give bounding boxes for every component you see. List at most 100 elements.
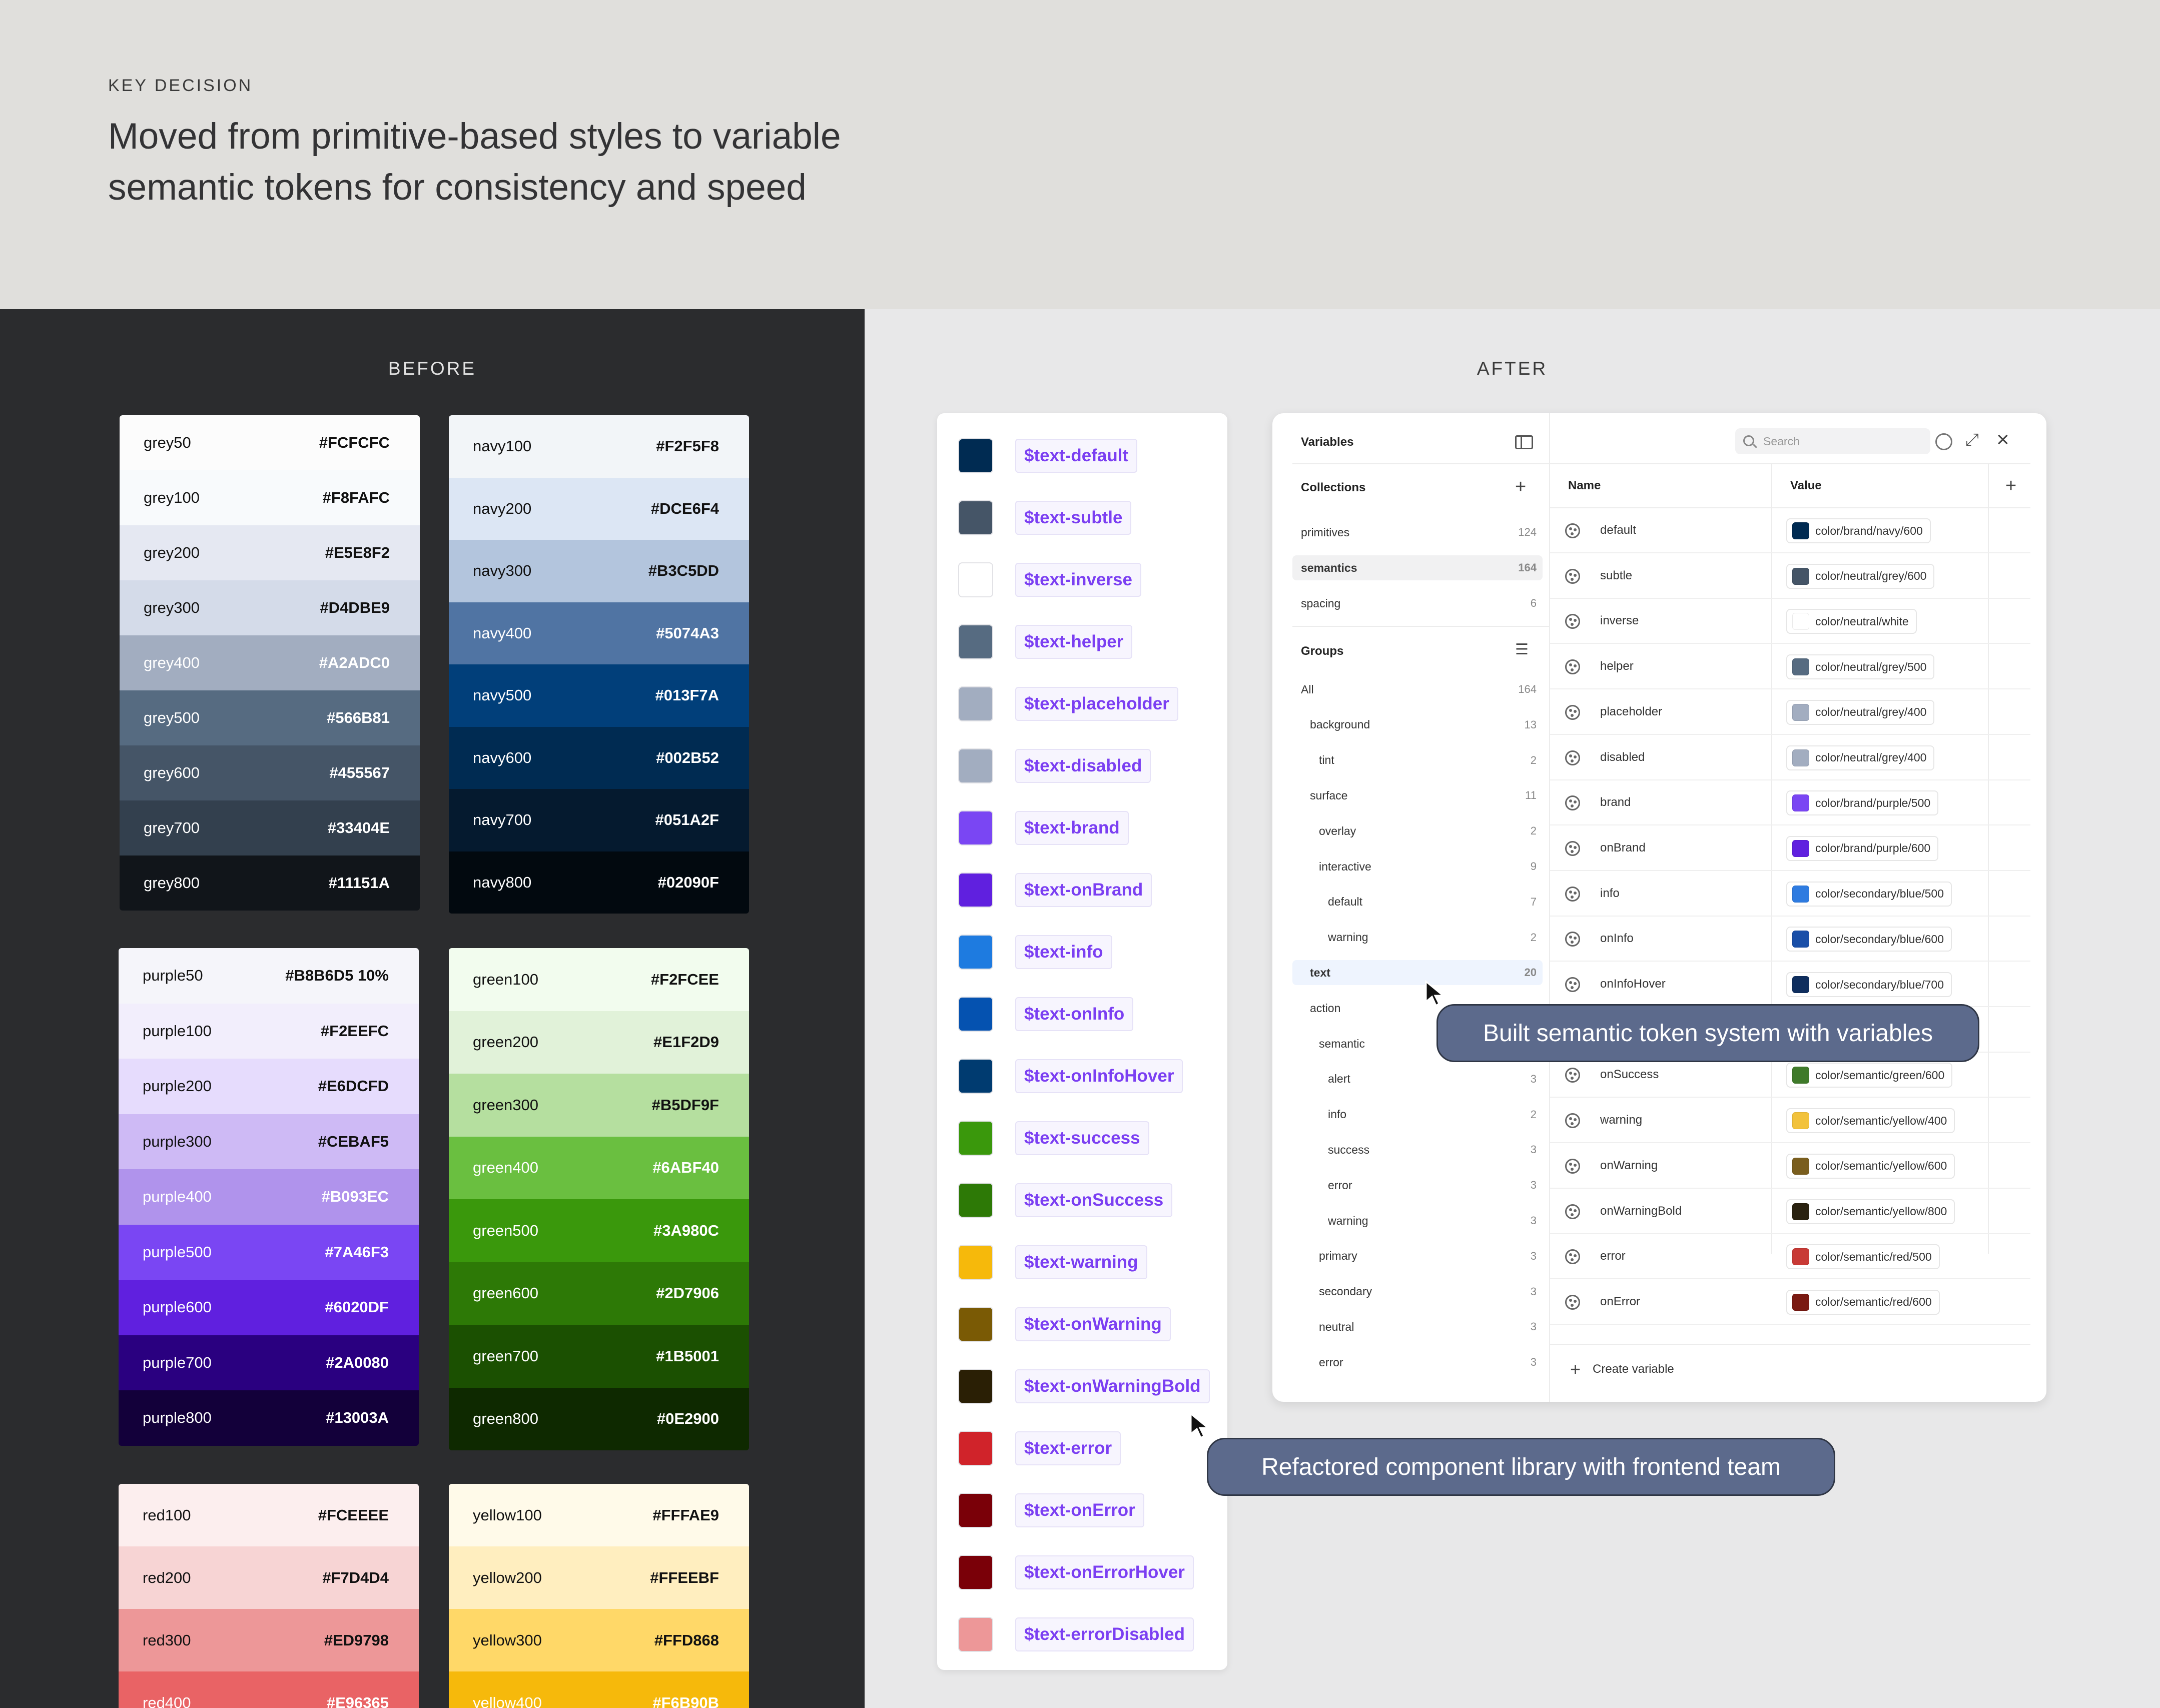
group-error[interactable]: error 3 <box>1292 1350 1543 1375</box>
token-row[interactable]: $text-onWarningBold <box>958 1369 1210 1404</box>
variable-row[interactable]: placeholder color/neutral/grey/400 <box>1550 690 2030 735</box>
collection-semantics[interactable]: semantics 164 <box>1292 555 1543 580</box>
palette-icon <box>1565 932 1580 947</box>
close-icon[interactable]: × <box>1996 427 2009 452</box>
variable-row[interactable]: onError color/semantic/red/600 <box>1550 1280 2030 1325</box>
variable-value[interactable]: color/neutral/grey/400 <box>1786 699 1935 725</box>
token-row[interactable]: $text-error <box>958 1431 1121 1466</box>
group-alert[interactable]: alert 3 <box>1292 1067 1543 1092</box>
variable-value[interactable]: color/semantic/yellow/800 <box>1786 1199 1955 1224</box>
variable-value[interactable]: color/brand/purple/600 <box>1786 835 1939 861</box>
token-row[interactable]: $text-onWarning <box>958 1307 1171 1342</box>
variable-row[interactable]: onBrand color/brand/purple/600 <box>1550 826 2030 871</box>
swatch-hex: #F2F5F8 <box>656 437 719 455</box>
group-warning[interactable]: warning 2 <box>1292 925 1543 950</box>
token-row[interactable]: $text-onInfoHover <box>958 1059 1183 1094</box>
token-row[interactable]: $text-success <box>958 1121 1149 1156</box>
variable-row[interactable]: info color/secondary/blue/500 <box>1550 872 2030 917</box>
group-error[interactable]: error 3 <box>1292 1173 1543 1198</box>
token-row[interactable]: $text-placeholder <box>958 686 1178 721</box>
variable-row[interactable]: onWarning color/semantic/yellow/600 <box>1550 1144 2030 1189</box>
filter-icon[interactable] <box>1935 433 1952 450</box>
variable-value[interactable]: color/semantic/red/600 <box>1786 1289 1940 1315</box>
token-row[interactable]: $text-warning <box>958 1245 1147 1280</box>
token-row[interactable]: $text-onBrand <box>958 873 1152 908</box>
swatch-hex: #013F7A <box>655 686 719 704</box>
token-row[interactable]: $text-onSuccess <box>958 1183 1173 1218</box>
variable-row[interactable]: onWarningBold color/semantic/yellow/800 <box>1550 1189 2030 1234</box>
group-action[interactable]: action <box>1292 996 1543 1021</box>
variable-value[interactable]: color/semantic/yellow/600 <box>1786 1153 1955 1179</box>
group-tint[interactable]: tint 2 <box>1292 748 1543 773</box>
expand-icon[interactable]: ⤢ <box>1965 430 1979 449</box>
swatch-red200: red200 #F7D4D4 <box>119 1546 419 1609</box>
variable-value[interactable]: color/secondary/blue/600 <box>1786 927 1952 952</box>
token-row[interactable]: $text-errorDisabled <box>958 1617 1194 1652</box>
group-warning[interactable]: warning 3 <box>1292 1208 1543 1233</box>
token-row[interactable]: $text-onInfo <box>958 997 1134 1032</box>
variable-value[interactable]: color/neutral/grey/400 <box>1786 745 1935 770</box>
group-semantic[interactable]: semantic <box>1292 1031 1543 1056</box>
token-row[interactable]: $text-info <box>958 935 1112 970</box>
token-row[interactable]: $text-helper <box>958 624 1133 659</box>
variable-row[interactable]: onSuccess color/semantic/green/600 <box>1550 1053 2030 1098</box>
swatch-hex: #6020DF <box>325 1298 389 1316</box>
collection-spacing[interactable]: spacing 6 <box>1292 591 1543 616</box>
collection-primitives[interactable]: primitives 124 <box>1292 520 1543 545</box>
search-input[interactable]: Search <box>1735 428 1930 454</box>
variable-row[interactable]: inverse color/neutral/white <box>1550 599 2030 644</box>
group-settings-icon[interactable]: ☰ <box>1515 641 1529 658</box>
token-row[interactable]: $text-disabled <box>958 748 1151 783</box>
add-collection-icon[interactable]: + <box>1515 476 1527 497</box>
group-success[interactable]: success 3 <box>1292 1137 1543 1162</box>
create-variable-button[interactable]: + Create variable <box>1570 1359 1674 1380</box>
group-text[interactable]: text 20 <box>1292 960 1543 986</box>
variable-name: brand <box>1600 795 1631 809</box>
variable-value[interactable]: color/semantic/red/500 <box>1786 1244 1940 1270</box>
variable-value[interactable]: color/secondary/blue/700 <box>1786 972 1952 997</box>
swatch-purple100: purple100 #F2EEFC <box>119 1003 419 1059</box>
variable-value[interactable]: color/neutral/white <box>1786 609 1917 634</box>
name-column-header[interactable]: Name <box>1568 479 1601 492</box>
variable-value[interactable]: color/semantic/yellow/400 <box>1786 1108 1955 1134</box>
variable-row[interactable]: subtle color/neutral/grey/600 <box>1550 554 2030 599</box>
group-interactive[interactable]: interactive 9 <box>1292 854 1543 879</box>
variable-name: onWarning <box>1600 1158 1658 1172</box>
group-All[interactable]: All 164 <box>1292 677 1543 702</box>
add-mode-icon[interactable]: + <box>2005 475 2017 496</box>
variable-row[interactable]: brand color/brand/purple/500 <box>1550 780 2030 826</box>
value-column-header[interactable]: Value <box>1790 479 1822 492</box>
token-row[interactable]: $text-inverse <box>958 562 1141 597</box>
variable-value[interactable]: color/semantic/green/600 <box>1786 1063 1953 1088</box>
variable-value[interactable]: color/brand/purple/500 <box>1786 790 1939 816</box>
variable-row[interactable]: helper color/neutral/grey/500 <box>1550 644 2030 690</box>
group-surface[interactable]: surface 11 <box>1292 783 1543 808</box>
token-name: $text-errorDisabled <box>1015 1617 1194 1651</box>
variable-value[interactable]: color/neutral/grey/600 <box>1786 563 1935 589</box>
group-background[interactable]: background 13 <box>1292 712 1543 737</box>
sidebar-toggle-icon[interactable] <box>1515 435 1533 449</box>
variable-row[interactable]: disabled color/neutral/grey/400 <box>1550 735 2030 780</box>
variable-value[interactable]: color/secondary/blue/500 <box>1786 881 1952 907</box>
value-text: color/neutral/grey/400 <box>1815 705 1927 719</box>
token-row[interactable]: $text-brand <box>958 810 1129 845</box>
group-default[interactable]: default 7 <box>1292 890 1543 915</box>
variable-row[interactable]: default color/brand/navy/600 <box>1550 508 2030 553</box>
token-row[interactable]: $text-subtle <box>958 500 1132 535</box>
value-color-swatch <box>1792 703 1809 721</box>
variable-value[interactable]: color/neutral/grey/500 <box>1786 654 1935 680</box>
swatch-name: navy100 <box>473 437 532 455</box>
variable-row[interactable]: warning color/semantic/yellow/400 <box>1550 1098 2030 1144</box>
group-primary[interactable]: primary 3 <box>1292 1244 1543 1269</box>
token-row[interactable]: $text-default <box>958 438 1138 473</box>
variable-row[interactable]: error color/semantic/red/500 <box>1550 1234 2030 1280</box>
variable-value[interactable]: color/brand/navy/600 <box>1786 518 1931 543</box>
token-row[interactable]: $text-onError <box>958 1493 1144 1528</box>
group-neutral[interactable]: neutral 3 <box>1292 1314 1543 1339</box>
group-info[interactable]: info 2 <box>1292 1102 1543 1127</box>
token-row[interactable]: $text-onErrorHover <box>958 1555 1194 1590</box>
group-secondary[interactable]: secondary 3 <box>1292 1279 1543 1304</box>
variable-row[interactable]: onInfo color/secondary/blue/600 <box>1550 917 2030 962</box>
group-overlay[interactable]: overlay 2 <box>1292 818 1543 843</box>
variable-row[interactable]: onInfoHover color/secondary/blue/700 <box>1550 962 2030 1007</box>
